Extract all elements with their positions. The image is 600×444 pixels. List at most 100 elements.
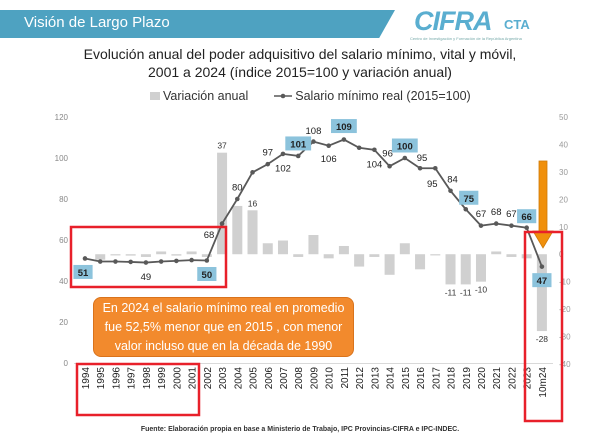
- cifra-logo: CIFRA CTA Centro de Investigación y Form…: [400, 6, 590, 42]
- bar-2010: [323, 254, 334, 259]
- bar-2014: [384, 254, 395, 275]
- point-1995: [97, 259, 103, 264]
- category-label: 2003: [218, 367, 229, 390]
- point-2020: [478, 223, 484, 228]
- legend-bar-swatch: [150, 92, 160, 100]
- line-label: 50: [202, 270, 213, 281]
- point-2008: [295, 153, 301, 159]
- right-axis-tick: 30: [559, 168, 568, 177]
- point-2002: [204, 258, 210, 263]
- category-label: 2011: [340, 367, 351, 389]
- line-label: 51: [78, 268, 89, 279]
- bar-1997: [125, 254, 136, 256]
- category-label: 2001: [188, 367, 199, 390]
- category-label: 1999: [157, 367, 168, 390]
- logo-subtitle: Centro de Investigación y Formación de l…: [410, 36, 522, 41]
- bar-2002: [201, 254, 212, 257]
- header-title: Visión de Largo Plazo: [24, 14, 170, 31]
- left-axis-tick: 80: [59, 195, 68, 204]
- frame-1990s-values: [69, 225, 228, 289]
- bar-2008: [293, 254, 304, 257]
- point-2006: [265, 161, 271, 167]
- category-label: 2018: [447, 367, 458, 390]
- down-arrow-shaft: [538, 160, 548, 233]
- highlight-box: [331, 119, 357, 134]
- category-label: 10m24: [538, 367, 549, 398]
- point-2012: [356, 145, 362, 151]
- left-axis-tick: 120: [55, 113, 69, 122]
- right-axis-tick: -20: [559, 305, 571, 314]
- line-label: 108: [306, 126, 322, 137]
- point-2010: [326, 143, 331, 148]
- right-axis-tick: -40: [559, 360, 571, 369]
- left-axis-tick: 60: [59, 236, 68, 245]
- legend: Variación anual Salario mínimo real (201…: [150, 89, 471, 103]
- point-2009: [311, 139, 316, 144]
- legend-line-swatch: [274, 93, 293, 99]
- bar-2011: [338, 245, 349, 255]
- point-2022: [509, 223, 514, 228]
- left-axis-tick: 0: [64, 359, 69, 368]
- category-label: 2005: [249, 367, 260, 390]
- annotation-line-3: valor incluso que en la década de 1990: [114, 338, 333, 353]
- highlight-box: [459, 190, 479, 205]
- line-label: 68: [491, 207, 502, 218]
- category-label: 2015: [401, 367, 412, 390]
- bar-2019: [460, 254, 471, 285]
- bar-2012: [354, 254, 365, 267]
- source-note: Fuente: Elaboración propia en base a Min…: [140, 426, 460, 433]
- bar-2017: [430, 254, 441, 256]
- point-2016: [417, 165, 423, 171]
- point-2011: [341, 137, 347, 142]
- category-label: 2021: [492, 367, 503, 390]
- line-label: 75: [463, 194, 474, 205]
- annotation-line-1: En 2024 el salario mínimo real en promed…: [102, 300, 345, 315]
- legend-item-bars: Variación anual: [150, 89, 248, 103]
- header-band: [0, 10, 395, 38]
- category-label: 2006: [264, 367, 275, 390]
- bar-label: 37: [217, 141, 227, 151]
- category-label: 2002: [203, 367, 214, 390]
- highlight-box: [517, 209, 537, 224]
- point-2019: [463, 206, 469, 212]
- category-label: 2008: [294, 367, 305, 390]
- logo-main: CIFRA: [414, 6, 492, 36]
- category-label: 2017: [431, 367, 442, 390]
- line-label: 109: [336, 122, 352, 133]
- line-label: 47: [537, 276, 548, 287]
- category-label: 1995: [96, 367, 107, 390]
- bar-label: -11: [445, 287, 457, 297]
- legend-label-bars: Variación anual: [163, 89, 249, 103]
- category-label: 1997: [127, 367, 138, 390]
- bar-2021: [491, 251, 502, 255]
- bar-2007: [277, 240, 288, 255]
- bar-2006: [262, 243, 273, 255]
- frame-1990s-years: [75, 362, 201, 417]
- category-label: 2019: [462, 367, 473, 390]
- left-axis-tick: 20: [59, 318, 68, 327]
- category-label: 2010: [325, 367, 336, 390]
- highlight-box: [285, 136, 312, 151]
- category-label: 1998: [142, 367, 153, 390]
- line-label: 80: [232, 183, 243, 194]
- line-label: 67: [506, 209, 517, 220]
- right-axis-tick: -30: [559, 333, 571, 342]
- line-label: 84: [447, 174, 458, 185]
- category-label: 2012: [355, 367, 366, 390]
- category-label: 2020: [477, 367, 488, 390]
- bar-10m24: [536, 254, 547, 332]
- line-label: 106: [321, 154, 337, 165]
- point-2000: [174, 258, 179, 264]
- category-label: 2009: [309, 367, 320, 390]
- line-label: 49: [141, 272, 152, 283]
- chart-title-line-2: 2001 a 2024 (índice 2015=100 y variación…: [148, 64, 452, 80]
- point-2023: [524, 225, 529, 230]
- bar-2015: [399, 243, 410, 255]
- category-label: 2004: [233, 367, 244, 390]
- highlight-box: [391, 138, 418, 153]
- category-label: 2007: [279, 367, 290, 390]
- point-10m24: [539, 264, 545, 269]
- line-label: 95: [417, 153, 428, 164]
- annotation-box: En 2024 el salario mínimo real en promed…: [93, 297, 354, 357]
- point-2013: [372, 147, 377, 153]
